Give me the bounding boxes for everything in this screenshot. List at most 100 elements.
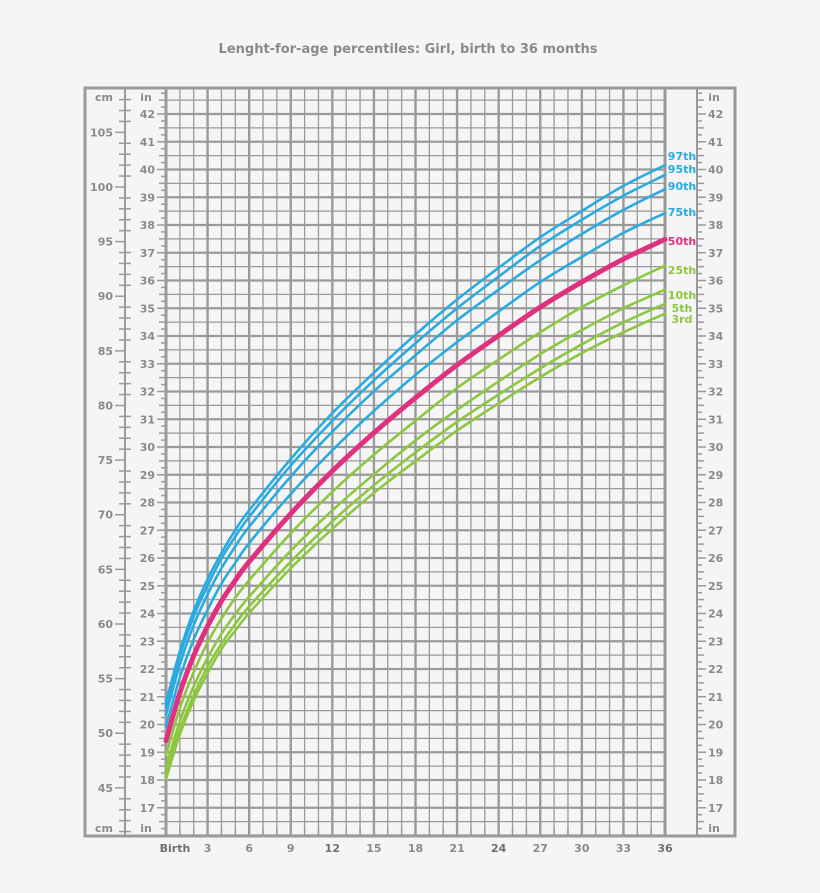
in-tick-label-right: 32 xyxy=(708,386,723,399)
x-tick-label: Birth xyxy=(160,842,191,855)
in-tick-label: 20 xyxy=(140,719,156,732)
in-tick-label-right: 29 xyxy=(708,469,723,482)
cm-tick-label: 60 xyxy=(98,618,114,631)
x-tick-label: 24 xyxy=(491,842,507,855)
x-tick-label: 3 xyxy=(204,842,212,855)
x-tick-label: 21 xyxy=(449,842,464,855)
in-tick-label: 33 xyxy=(140,358,155,371)
in-tick-label: 19 xyxy=(140,746,155,759)
in-tick-label: 18 xyxy=(140,774,155,787)
in-unit-top: in xyxy=(140,91,152,104)
in-tick-label-right: 19 xyxy=(708,746,723,759)
cm-tick-label: 50 xyxy=(98,727,114,740)
in-tick-label-right: 22 xyxy=(708,663,723,676)
in-tick-label-right: 27 xyxy=(708,524,723,537)
in-tick-label: 27 xyxy=(140,524,155,537)
in-tick-label-right: 36 xyxy=(708,275,724,288)
in-tick-label-right: 35 xyxy=(708,302,723,315)
cm-tick-label: 100 xyxy=(90,181,113,194)
in-tick-label: 36 xyxy=(140,275,156,288)
in-tick-label: 22 xyxy=(140,663,155,676)
in-tick-label-right: 24 xyxy=(708,608,724,621)
in-tick-label-right: 41 xyxy=(708,136,723,149)
cm-tick-label: 45 xyxy=(98,782,113,795)
in-tick-label: 41 xyxy=(140,136,155,149)
x-tick-label: 9 xyxy=(287,842,295,855)
percentile-label-95th: 95th xyxy=(668,163,696,176)
in-tick-label-right: 18 xyxy=(708,774,723,787)
in-tick-label-right: 28 xyxy=(708,497,723,510)
in-tick-label: 26 xyxy=(140,552,156,565)
in-tick-label: 35 xyxy=(140,302,155,315)
x-tick-label: 15 xyxy=(366,842,381,855)
percentile-label-3rd: 3rd xyxy=(672,313,693,326)
in-unit-bottom: in xyxy=(140,822,152,835)
in-tick-label: 42 xyxy=(140,108,155,121)
percentile-label-10th: 10th xyxy=(668,289,696,302)
cm-tick-label: 70 xyxy=(98,509,114,522)
percentile-label-90th: 90th xyxy=(668,180,696,193)
in-tick-label-right: 33 xyxy=(708,358,723,371)
series-line-97th xyxy=(164,163,667,704)
series-line-5th xyxy=(164,302,667,777)
in-tick-label: 28 xyxy=(140,497,155,510)
in-tick-label: 38 xyxy=(140,219,155,232)
in-tick-label-right: 34 xyxy=(708,330,724,343)
in-tick-label: 29 xyxy=(140,469,155,482)
chart-title: Lenght-for-age percentiles: Girl, birth … xyxy=(219,42,598,57)
cm-tick-label: 95 xyxy=(98,236,113,249)
in-tick-label: 17 xyxy=(140,802,155,815)
x-tick-label: 18 xyxy=(408,842,423,855)
x-tick-label: 30 xyxy=(574,842,590,855)
in-tick-label-right: 23 xyxy=(708,635,723,648)
x-tick-label: 36 xyxy=(657,842,673,855)
cm-unit-top: cm xyxy=(95,91,113,104)
in-tick-label: 21 xyxy=(140,691,155,704)
x-tick-label: 33 xyxy=(616,842,631,855)
percentile-label-75th: 75th xyxy=(668,206,696,219)
in-tick-label: 40 xyxy=(140,164,156,177)
in-tick-label-right: 25 xyxy=(708,580,723,593)
cm-tick-label: 80 xyxy=(98,399,114,412)
in-tick-label-right: 42 xyxy=(708,108,723,121)
series-lines xyxy=(163,163,668,781)
in-tick-label-right: 17 xyxy=(708,802,723,815)
series-line-3rd xyxy=(164,312,667,781)
axes: cm in cm in in in 17 17 18 18 19 19 20 20 21 21 22… xyxy=(90,91,724,855)
x-tick-label: 6 xyxy=(245,842,253,855)
in-tick-label-right: 31 xyxy=(708,413,723,426)
series-line-95th xyxy=(164,173,667,709)
cm-tick-label: 105 xyxy=(90,126,113,139)
in-tick-label-right: 38 xyxy=(708,219,723,232)
series-line-90th xyxy=(164,187,667,716)
in-tick-label-right: 21 xyxy=(708,691,723,704)
x-tick-label: 12 xyxy=(325,842,340,855)
in-tick-label: 32 xyxy=(140,386,155,399)
cm-tick-label: 65 xyxy=(98,563,113,576)
cm-unit-bottom: cm xyxy=(95,822,113,835)
in-tick-label-right: 30 xyxy=(708,441,724,454)
cm-tick-label: 85 xyxy=(98,345,113,358)
in-tick-label-right: 40 xyxy=(708,164,724,177)
in-tick-label-right: 39 xyxy=(708,191,723,204)
series-line-75th xyxy=(164,211,667,728)
in-tick-label-right: 37 xyxy=(708,247,723,260)
cm-tick-label: 90 xyxy=(98,290,114,303)
series-line-25th xyxy=(164,264,667,757)
in-tick-label-right: 20 xyxy=(708,719,724,732)
in-tick-label: 34 xyxy=(140,330,156,343)
percentile-label-25th: 25th xyxy=(668,264,696,277)
in-tick-label: 30 xyxy=(140,441,156,454)
cm-tick-label: 55 xyxy=(98,673,113,686)
cm-tick-label: 75 xyxy=(98,454,113,467)
percentile-label-5th: 5th xyxy=(672,302,693,315)
right-in-unit-top: in xyxy=(708,91,720,104)
percentile-label-50th: 50th xyxy=(668,235,696,248)
in-tick-label: 25 xyxy=(140,580,155,593)
in-tick-label: 31 xyxy=(140,413,155,426)
in-tick-label-right: 26 xyxy=(708,552,724,565)
in-tick-label: 37 xyxy=(140,247,155,260)
right-in-unit-bottom: in xyxy=(708,822,720,835)
in-tick-label: 23 xyxy=(140,635,155,648)
